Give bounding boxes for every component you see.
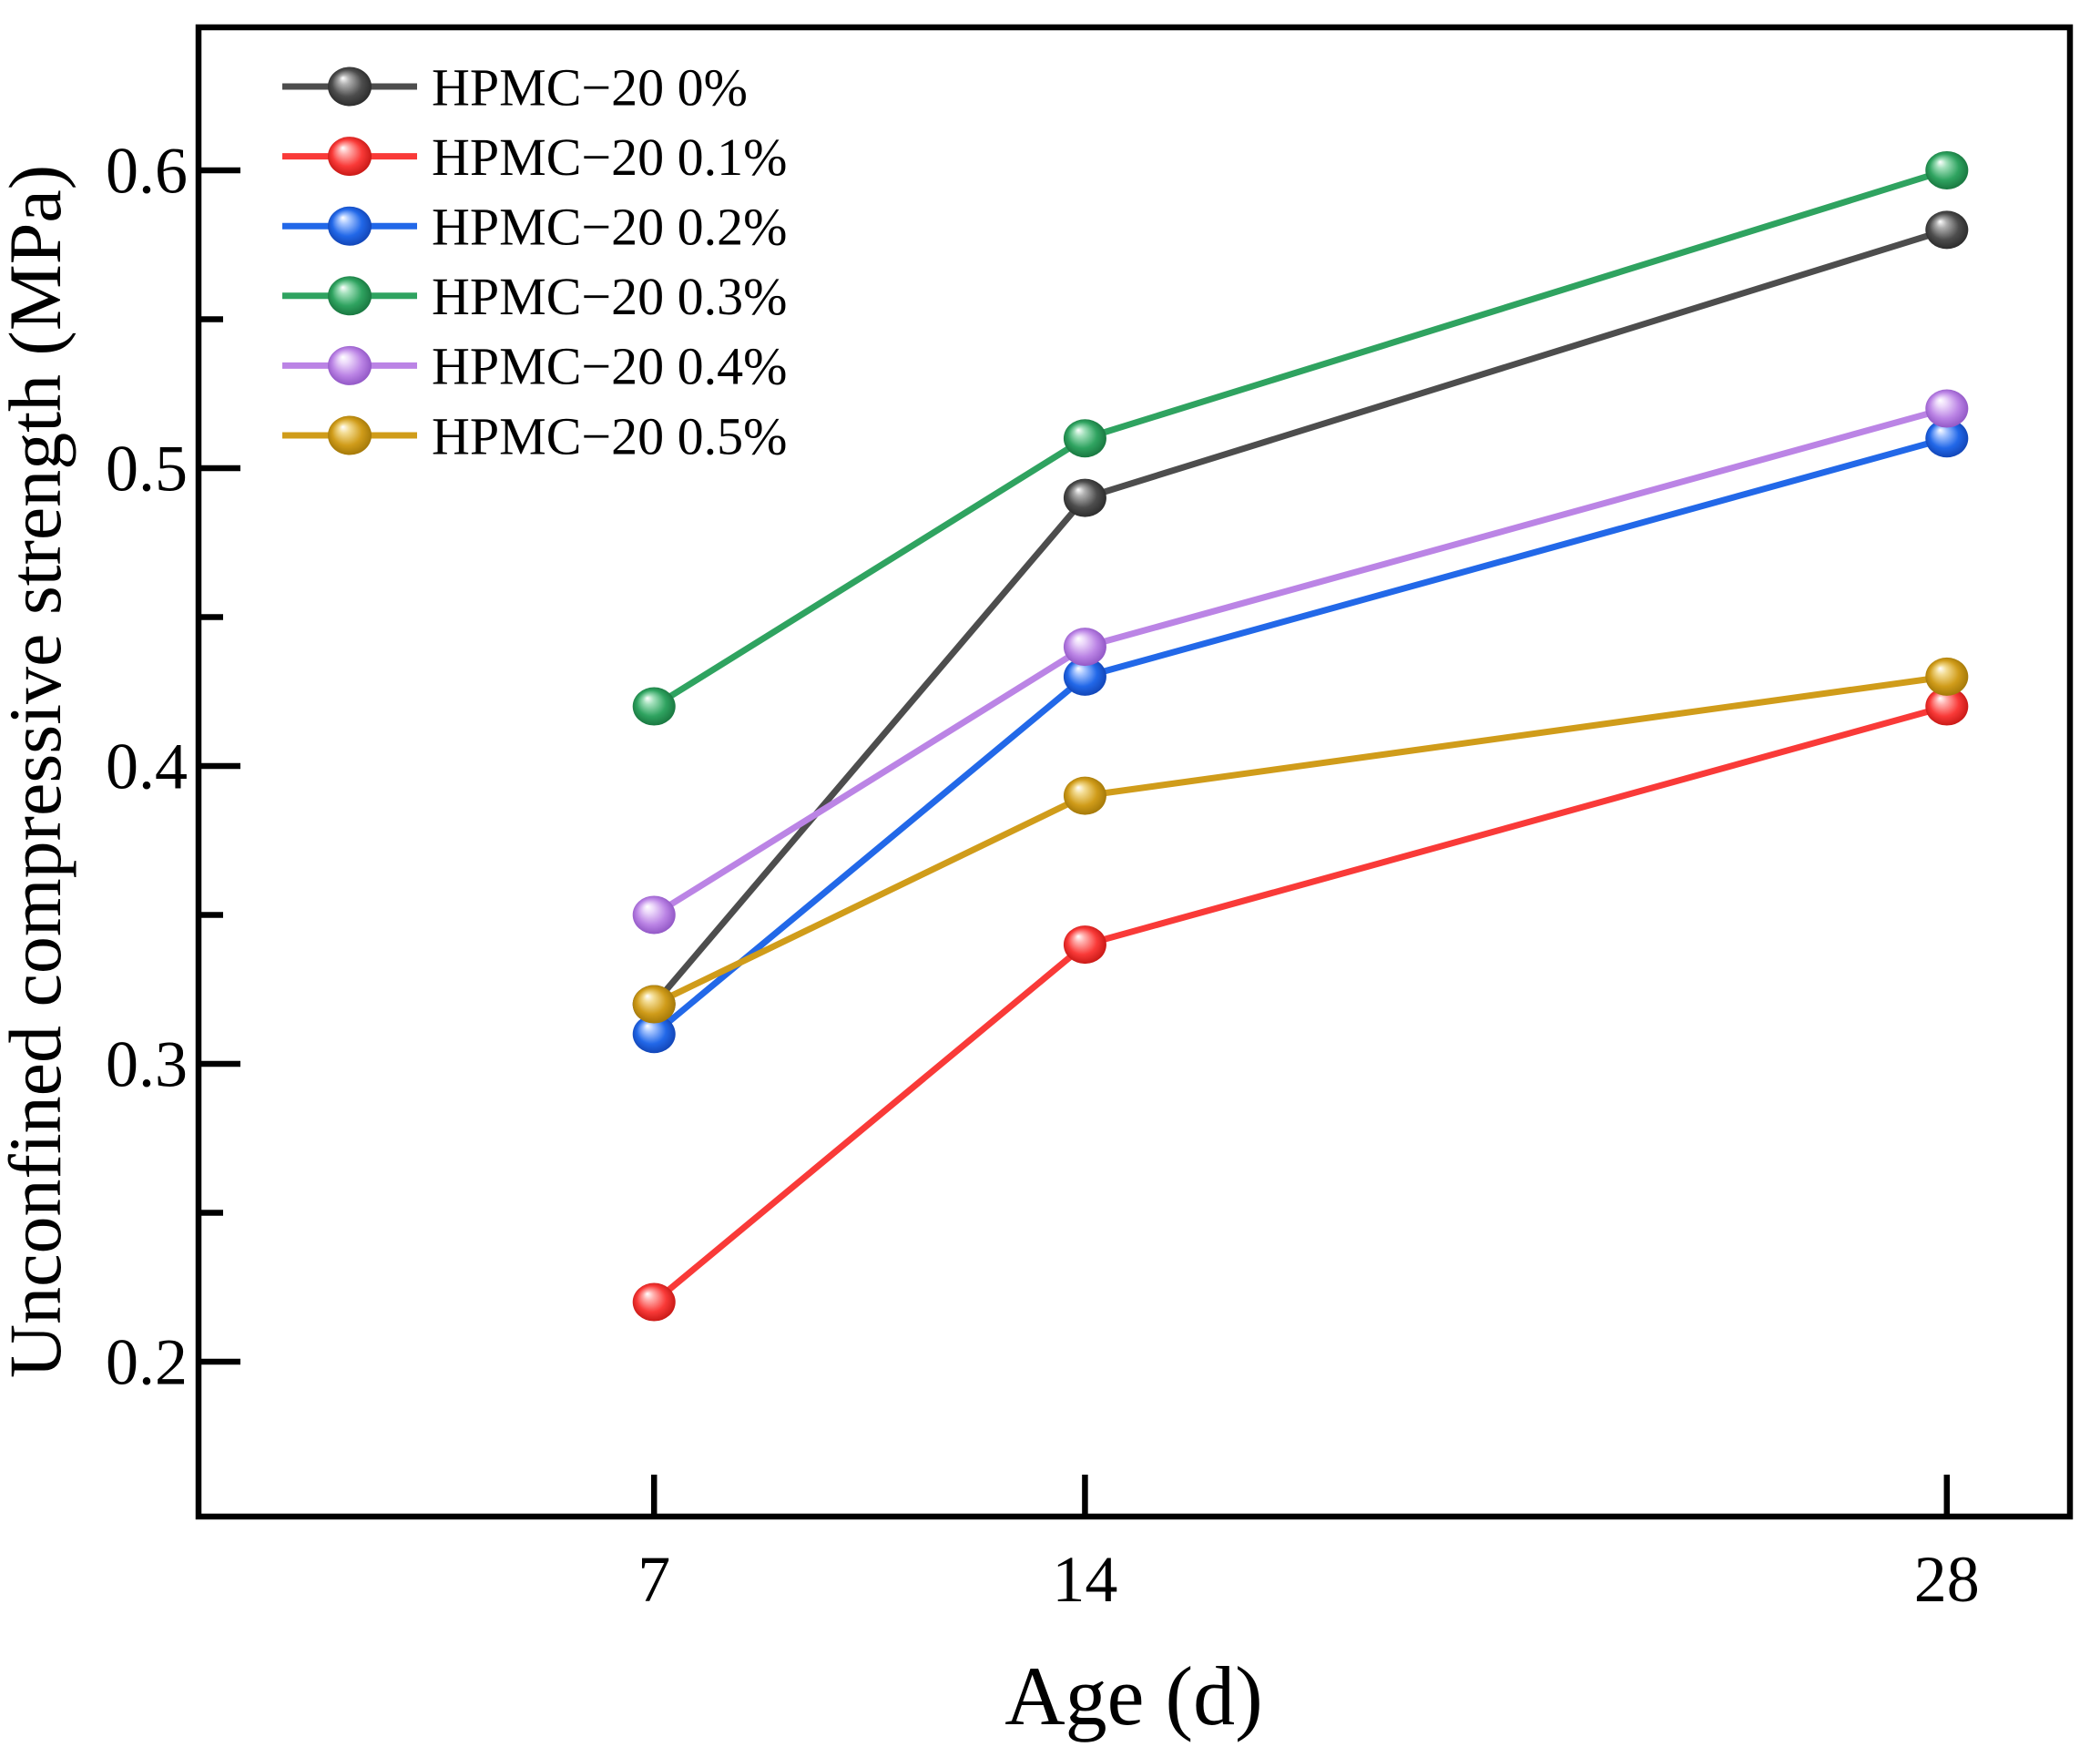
data-point-marker xyxy=(632,985,676,1024)
legend-entry: HPMC−20 0.4% xyxy=(282,337,787,396)
legend-label: HPMC−20 0.3% xyxy=(432,267,787,326)
legend-entry: HPMC−20 0.1% xyxy=(282,128,787,187)
legend-label: HPMC−20 0% xyxy=(432,57,748,117)
data-point-marker xyxy=(1063,419,1106,458)
series-line xyxy=(650,167,1951,710)
x-tick-label: 7 xyxy=(637,1543,670,1616)
legend-marker xyxy=(328,345,372,385)
legend-label: HPMC−20 0.1% xyxy=(432,128,787,187)
series-hpmc-20-0-3 xyxy=(632,150,1969,726)
legend-label: HPMC−20 0.4% xyxy=(432,337,787,396)
series-line xyxy=(650,405,1951,918)
plot-frame xyxy=(195,24,2074,1520)
legend-marker xyxy=(328,276,372,316)
legend-marker xyxy=(328,137,372,177)
x-axis-title: Age (d) xyxy=(1004,1650,1263,1742)
y-tick-label: 0.3 xyxy=(106,1027,188,1100)
legend-marker xyxy=(328,66,372,107)
legend-entry: HPMC−20 0.2% xyxy=(282,198,787,257)
data-point-marker xyxy=(632,895,676,935)
y-tick-label: 0.6 xyxy=(106,134,188,207)
y-tick-label: 0.2 xyxy=(106,1325,188,1398)
x-tick-label: 28 xyxy=(1914,1543,1980,1616)
data-point-marker xyxy=(632,687,676,726)
data-point-marker xyxy=(1063,628,1106,667)
data-point-marker xyxy=(632,1282,676,1322)
y-tick-label: 0.4 xyxy=(106,730,188,802)
legend-entry: HPMC−20 0.5% xyxy=(282,406,787,465)
legend-label: HPMC−20 0.5% xyxy=(432,406,787,465)
data-point-marker xyxy=(632,1015,676,1054)
data-point-marker xyxy=(1925,419,1969,458)
x-tick-label: 14 xyxy=(1052,1543,1117,1616)
data-point-marker xyxy=(1925,210,1969,250)
data-point-marker xyxy=(1925,150,1969,189)
y-axis-title: Unconfined compressive strength (MPa) xyxy=(0,165,76,1378)
series-line xyxy=(650,673,1951,1008)
series-line xyxy=(650,434,1951,1037)
data-point-marker xyxy=(1925,389,1969,428)
legend-entry: HPMC−20 0.3% xyxy=(282,267,787,326)
legend-entry: HPMC−20 0% xyxy=(282,57,748,117)
series-hpmc-20-0-5 xyxy=(632,657,1969,1024)
data-point-marker xyxy=(1063,925,1106,965)
legend: HPMC−20 0% HPMC−20 0.1% HPMC−20 0.2% HPMC−2… xyxy=(282,57,787,465)
data-point-marker xyxy=(1925,687,1969,726)
series-hpmc-20-0-1 xyxy=(632,687,1969,1322)
data-point-marker xyxy=(1063,776,1106,815)
legend-marker xyxy=(328,206,372,246)
y-tick-label: 0.5 xyxy=(106,432,188,505)
legend-marker xyxy=(328,415,372,455)
series-hpmc-20-0-4 xyxy=(632,389,1969,935)
legend-label: HPMC−20 0.2% xyxy=(432,198,787,257)
data-point-marker xyxy=(1063,657,1106,696)
data-point-marker xyxy=(1925,657,1969,696)
series-hpmc-20-0-2 xyxy=(632,419,1969,1054)
data-point-marker xyxy=(1063,478,1106,517)
